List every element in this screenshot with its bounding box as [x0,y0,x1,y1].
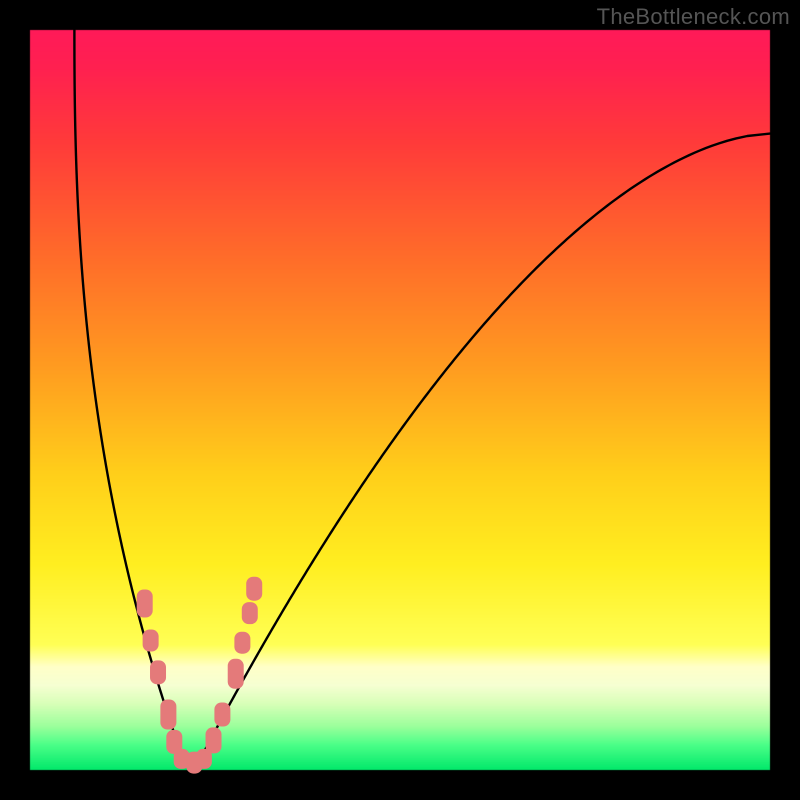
watermark-text: TheBottleneck.com [597,4,790,30]
chart-stage: TheBottleneck.com [0,0,800,800]
gradient-background [0,0,800,800]
